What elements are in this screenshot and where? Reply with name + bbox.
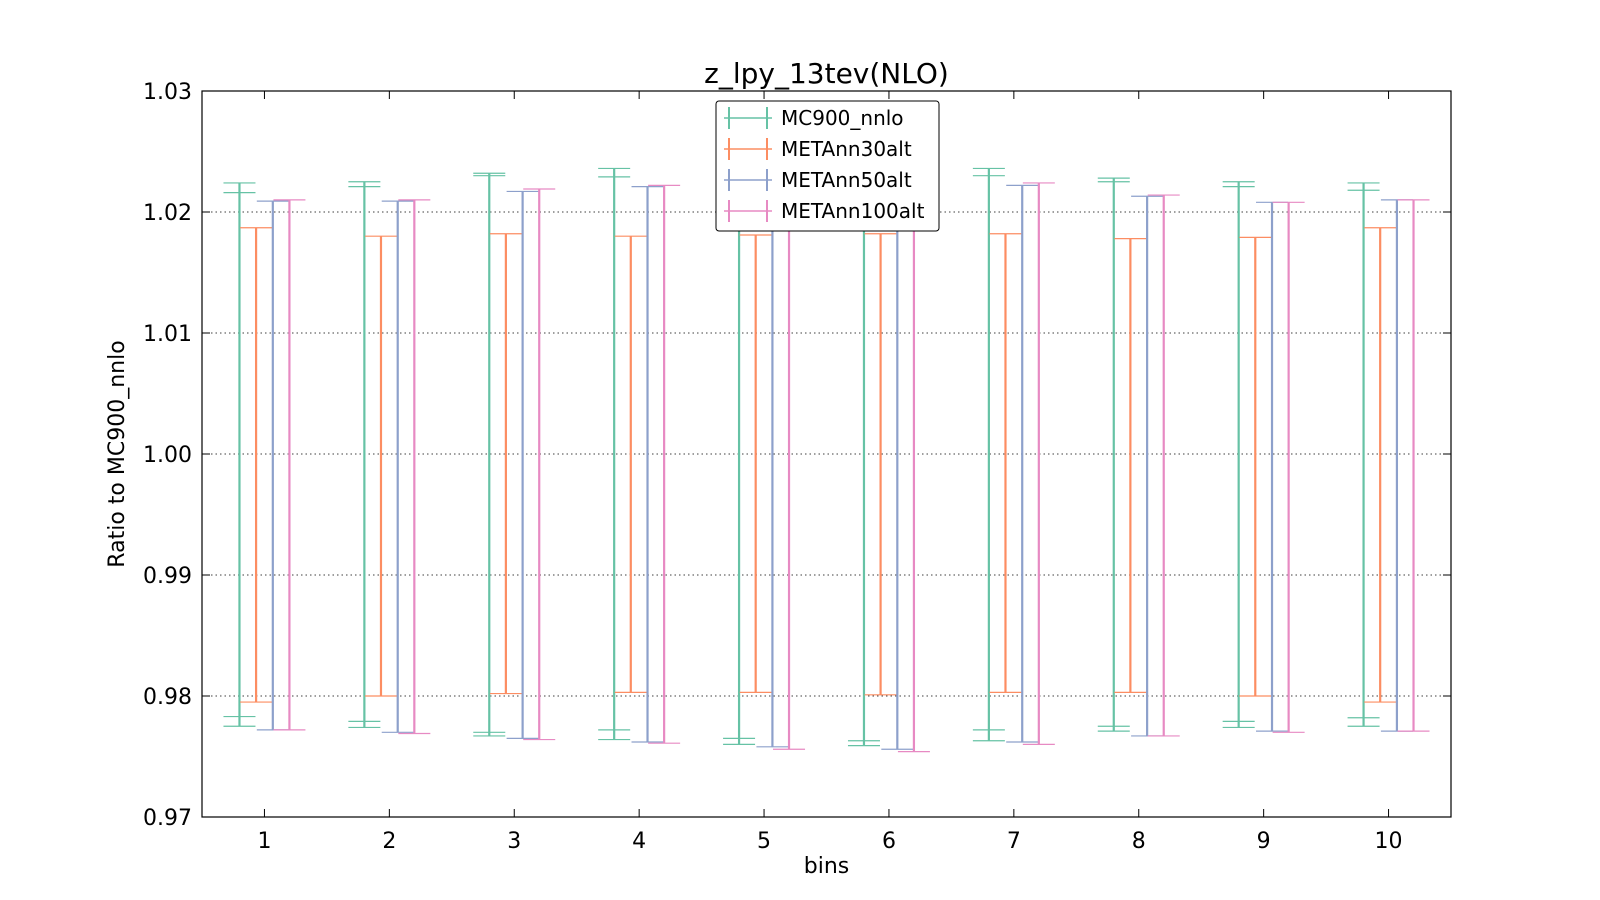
error-bars	[223, 161, 1430, 753]
error-bar	[348, 181, 381, 729]
x-tick-label: 1	[257, 829, 271, 854]
error-bar	[506, 190, 539, 739]
y-tick-label: 1.01	[143, 322, 192, 347]
error-bar	[381, 200, 414, 733]
y-axis-label: Ratio to MC900_nnlo	[105, 340, 130, 567]
error-bar	[1022, 182, 1055, 746]
error-bar	[648, 184, 681, 744]
error-bar	[631, 185, 664, 743]
error-bar	[1256, 201, 1289, 732]
error-bar	[614, 235, 647, 693]
error-bar	[1006, 184, 1039, 743]
error-bar	[1131, 195, 1164, 737]
error-bar	[972, 167, 1005, 742]
y-tick-label: 1.02	[143, 201, 192, 226]
error-bar	[489, 233, 522, 695]
y-tick-label: 1.03	[143, 80, 192, 105]
x-tick-label: 5	[757, 829, 771, 854]
x-tick-label: 7	[1007, 829, 1021, 854]
legend-item: MC900_nnlo	[724, 106, 904, 130]
legend-box	[715, 100, 940, 232]
error-bar	[523, 188, 556, 741]
x-tick-label: 6	[882, 829, 896, 854]
error-bar	[273, 199, 306, 731]
legend-item: METAnn100alt	[724, 199, 925, 223]
x-tick-label: 4	[632, 829, 646, 854]
y-tick-label: 0.98	[143, 685, 192, 710]
error-bar	[256, 200, 289, 731]
error-bar	[1147, 194, 1180, 737]
error-bar	[897, 179, 930, 753]
error-bar	[756, 182, 789, 748]
error-bar	[773, 181, 806, 750]
error-bar	[1114, 238, 1147, 693]
axis-ticks: 0.97 0.98 0.99 1.00 1.01 1.02 1.03 1 2 3 4 5 6 7 8 9 10	[143, 80, 1451, 854]
error-bar	[364, 235, 397, 697]
error-bar	[1239, 236, 1272, 697]
grid-lines	[202, 211, 1451, 697]
y-tick-label: 0.97	[143, 806, 192, 831]
x-tick-label: 10	[1375, 829, 1403, 854]
legend-label: MC900_nnlo	[781, 106, 904, 130]
x-tick-label: 8	[1132, 829, 1146, 854]
error-bar	[1364, 227, 1397, 703]
legend-label: METAnn100alt	[781, 199, 925, 223]
error-bar	[864, 233, 897, 696]
error-bar	[598, 167, 631, 741]
y-tick-label: 0.99	[143, 564, 192, 589]
legend-item: METAnn50alt	[724, 168, 912, 192]
error-bar	[1397, 199, 1430, 732]
error-bar	[223, 182, 256, 727]
error-bar	[1097, 177, 1130, 732]
legend: MC900_nnlo METAnn30alt METAnn50alt METAnn10…	[715, 100, 940, 232]
error-bar	[881, 181, 914, 750]
error-bar	[739, 234, 772, 693]
legend-label: METAnn30alt	[781, 137, 912, 161]
legend-item: METAnn30alt	[724, 137, 912, 161]
error-bar	[1347, 182, 1380, 727]
error-bar	[1380, 199, 1413, 732]
error-bar	[989, 233, 1022, 693]
x-axis-label: bins	[804, 854, 849, 879]
error-bar	[847, 161, 880, 747]
x-tick-label: 3	[507, 829, 521, 854]
chart-title: z_lpy_13tev(NLO)	[704, 57, 949, 90]
y-tick-label: 1.00	[143, 443, 192, 468]
error-bar	[240, 227, 273, 703]
error-bar	[1222, 181, 1255, 729]
error-bar	[1272, 201, 1305, 733]
legend-label: METAnn50alt	[781, 168, 912, 192]
error-bar	[723, 163, 756, 746]
x-tick-label: 9	[1257, 829, 1271, 854]
x-tick-label: 2	[382, 829, 396, 854]
error-bar	[398, 199, 431, 735]
error-bar	[473, 172, 506, 737]
